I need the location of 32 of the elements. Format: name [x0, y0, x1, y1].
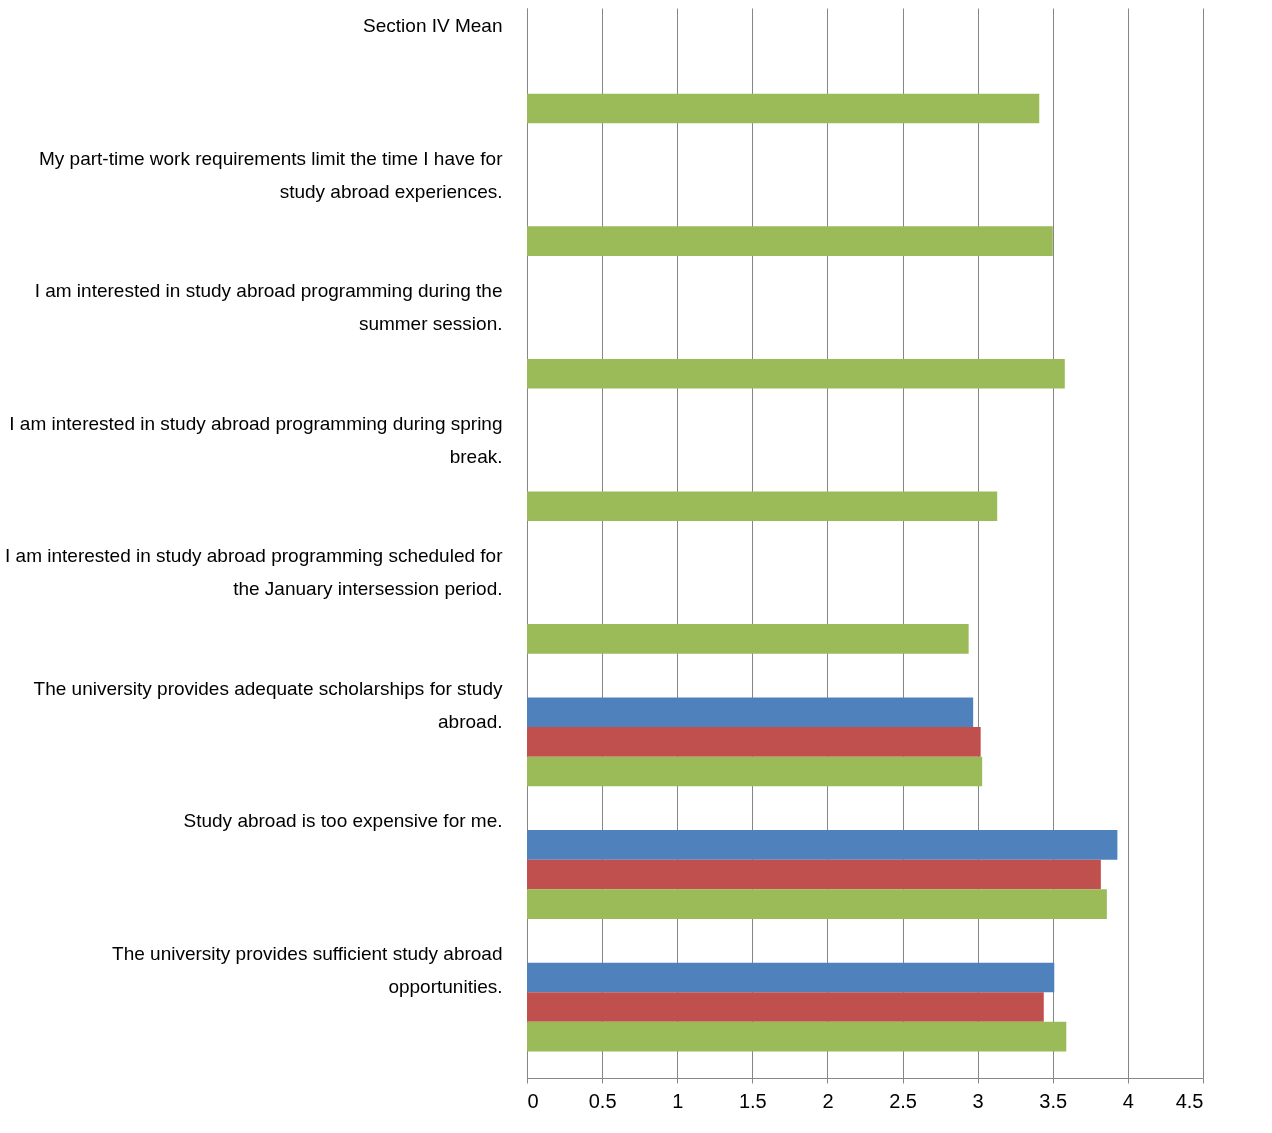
x-tick-label: 1 — [672, 1089, 684, 1112]
y-tick-label: The university provides adequate scholarships for study abroad. — [33, 677, 503, 732]
bar — [527, 491, 998, 522]
bar — [527, 859, 1101, 890]
x-tick-label: 2.5 — [889, 1089, 917, 1112]
x-tick-label: 0 — [527, 1089, 539, 1112]
bar — [527, 624, 969, 654]
y-tick-label: I am interested in study abroad programming during the summer session. — [34, 280, 503, 335]
bar — [527, 697, 974, 728]
bar — [527, 756, 983, 787]
bar — [527, 962, 1055, 993]
y-tick-label: Section IV Mean — [363, 14, 503, 36]
x-tick-label: 2 — [822, 1089, 834, 1112]
bar — [527, 358, 1065, 389]
x-tick-label: 4 — [1122, 1089, 1134, 1112]
x-tick-label: 4.5 — [1175, 1089, 1204, 1112]
x-tick-label: 0.5 — [588, 1089, 617, 1112]
y-tick-label: The university provides sufficient study abroad opportunities. — [112, 943, 503, 998]
y-tick-label: I am interested in study abroad programming during spring break. — [9, 412, 503, 467]
x-tick-label: 3 — [972, 1089, 984, 1112]
y-tick-label: I am interested in study abroad programming scheduled for the January intersession period. — [5, 545, 504, 600]
bar — [527, 93, 1040, 124]
bar — [527, 226, 1053, 256]
bar — [527, 992, 1044, 1022]
bar — [527, 830, 1118, 860]
bar — [527, 889, 1107, 919]
y-tick-label: Study abroad is too expensive for me. — [183, 810, 503, 832]
bar — [527, 727, 981, 757]
x-tick-label: 1.5 — [738, 1089, 767, 1112]
y-tick-label: My part-time work requirements limit the time I have for study abroad experiences. — [38, 147, 504, 202]
bar — [527, 1021, 1067, 1052]
x-tick-label: 3.5 — [1039, 1089, 1068, 1112]
